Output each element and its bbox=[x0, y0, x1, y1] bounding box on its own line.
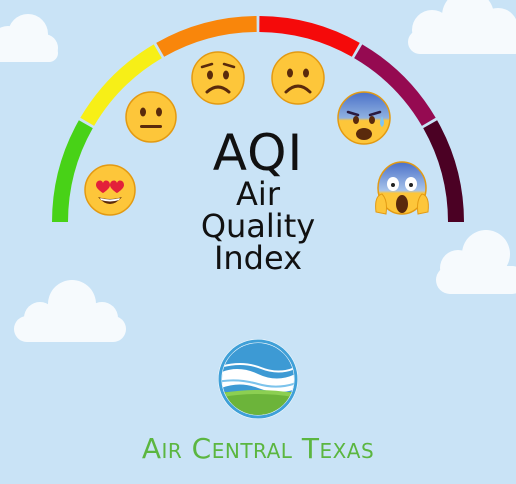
title-block: AQI Air Quality Index bbox=[178, 128, 338, 274]
aqi-gauge bbox=[52, 16, 464, 222]
gauge-segment-2 bbox=[80, 44, 162, 126]
gauge-segment-4 bbox=[259, 16, 360, 57]
gauge-segment-5 bbox=[354, 44, 436, 126]
fearful-sweat-face-icon bbox=[337, 91, 391, 145]
cloud-top-left-icon bbox=[0, 14, 58, 62]
gauge-segment-1 bbox=[52, 120, 93, 222]
air-central-texas-logo-icon bbox=[218, 339, 298, 419]
frowning-face-icon bbox=[271, 51, 325, 105]
cloud-top-right-icon bbox=[408, 0, 516, 54]
gauge-segment-6 bbox=[423, 120, 464, 222]
heart-eyes-face-icon bbox=[84, 164, 136, 216]
gauge-segments bbox=[52, 16, 464, 222]
gauge-segment-3 bbox=[156, 16, 257, 57]
worried-face-icon bbox=[191, 51, 245, 105]
title-line-air: Air bbox=[236, 175, 280, 213]
cloud-right-icon bbox=[436, 230, 516, 294]
title-line-index: Index bbox=[213, 239, 303, 277]
cloud-left-icon bbox=[14, 280, 126, 342]
neutral-face-icon bbox=[125, 91, 177, 143]
title-abbreviation: AQI bbox=[212, 124, 304, 182]
screaming-face-icon bbox=[375, 161, 429, 215]
brand-name: Air Central Texas bbox=[141, 432, 375, 465]
title-line-quality: Quality bbox=[200, 207, 316, 245]
